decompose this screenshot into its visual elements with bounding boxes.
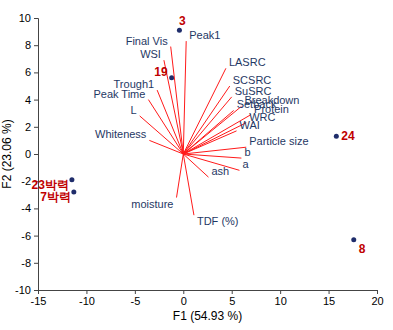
labels: 31924823박력7박력Final VisPeak1WSITrough1Pea… — [32, 14, 366, 255]
x-tick-label: 20 — [371, 295, 383, 307]
y-tick: 4 — [25, 94, 38, 106]
y-tick-mark — [34, 236, 38, 237]
y-tick-label: -8 — [21, 257, 31, 269]
y-tick-mark — [34, 290, 38, 291]
vector-label: Whiteness — [95, 128, 147, 140]
y-tick-label: -6 — [21, 230, 31, 242]
plot-area — [69, 28, 356, 242]
y-tick-mark — [34, 100, 38, 101]
vector-label: Final Vis — [126, 35, 168, 47]
vector-label: L — [131, 104, 137, 116]
vector-label: Protein — [254, 103, 289, 115]
x-tick-label: 10 — [275, 295, 287, 307]
vector-label: Peak1 — [189, 29, 220, 41]
vector-label: Peak Time — [93, 88, 145, 100]
x-tick: 5 — [229, 290, 235, 307]
vector-label: moisture — [131, 198, 173, 210]
x-tick-mark — [377, 290, 378, 294]
loading-vector — [157, 90, 183, 154]
loading-vector — [149, 140, 183, 154]
x-tick-mark — [329, 290, 330, 294]
y-tick: -10 — [15, 284, 38, 296]
x-tick-mark — [280, 290, 281, 294]
x-tick-mark — [135, 290, 136, 294]
observation-point — [334, 134, 339, 139]
y-tick-label: 2 — [25, 121, 31, 133]
x-tick: -15 — [31, 290, 47, 307]
y-tick-mark — [34, 18, 38, 19]
loading-vector — [183, 41, 186, 154]
y-tick-mark — [34, 208, 38, 209]
y-tick-label: 8 — [25, 39, 31, 51]
vector-label: WSI — [140, 48, 161, 60]
x-tick-label: 0 — [181, 295, 187, 307]
vector-label: b — [244, 146, 250, 158]
observation-point — [71, 190, 76, 195]
x-tick-label: -5 — [130, 295, 140, 307]
chart: -15-10-505101520-10-8-6-4-20246810F1 (54… — [0, 0, 393, 330]
x-tick-label: -15 — [31, 295, 47, 307]
loading-vector — [183, 106, 241, 154]
loading-vector — [183, 86, 229, 154]
observation-point — [351, 237, 356, 242]
x-tick: -5 — [130, 290, 140, 307]
y-tick: 8 — [25, 39, 38, 51]
y-tick: -4 — [21, 202, 38, 214]
x-axis: -15 -10 -5 0 5 10 15 20 — [31, 290, 384, 307]
y-tick-mark — [34, 45, 38, 46]
y-tick: 10 — [19, 12, 38, 24]
y-tick-mark — [34, 72, 38, 73]
y-tick-mark — [34, 154, 38, 155]
y-tick-label: 4 — [25, 94, 31, 106]
loading-vector — [183, 154, 241, 158]
vector-label: a — [242, 158, 249, 170]
x-tick-label: 5 — [229, 295, 235, 307]
observation-point — [169, 75, 174, 80]
x-tick: 20 — [371, 290, 383, 307]
observation-point — [69, 177, 74, 182]
point-label: 8 — [359, 242, 366, 256]
loading-vector — [177, 154, 184, 198]
y-tick-label: -4 — [21, 202, 31, 214]
point-label: 7박력 — [40, 190, 71, 204]
y-axis-line — [34, 19, 39, 291]
x-tick-label: -10 — [79, 295, 95, 307]
point-label: 3 — [179, 14, 186, 28]
y-tick-label: 6 — [25, 66, 31, 78]
y-tick: 2 — [25, 121, 38, 133]
x-axis-line — [39, 291, 378, 295]
y-tick: 6 — [25, 66, 38, 78]
y-tick-label: -10 — [15, 284, 31, 296]
vector-label: SCSRC — [233, 74, 272, 86]
y-axis: -10 -8 -6 -4 -2 0 2 4 6 8 10 — [15, 12, 38, 296]
x-axis-title: F1 (54.93 %) — [173, 309, 242, 323]
loading-vector — [183, 154, 194, 215]
x-tick-mark — [232, 290, 233, 294]
x-tick: 0 — [181, 290, 187, 307]
y-axis-title: F2 (23.06 %) — [0, 119, 14, 188]
point-label: 24 — [341, 129, 355, 143]
y-tick: -6 — [21, 230, 38, 242]
x-tick-mark — [183, 290, 184, 294]
y-tick: 0 — [25, 148, 38, 160]
observation-point — [177, 28, 182, 33]
x-tick-mark — [86, 290, 87, 294]
y-tick-label: -2 — [21, 175, 31, 187]
y-tick: -8 — [21, 257, 38, 269]
vector-label: LASRC — [229, 56, 266, 68]
point-label: 19 — [154, 65, 168, 79]
x-tick: 15 — [323, 290, 335, 307]
x-tick: -10 — [79, 290, 95, 307]
y-tick-mark — [34, 263, 38, 264]
y-tick-mark — [34, 127, 38, 128]
vector-label: TDF (%) — [197, 215, 239, 227]
y-tick-label: 0 — [25, 148, 31, 160]
x-tick: 10 — [275, 290, 287, 307]
loading-vector — [148, 100, 183, 154]
vector-label: ash — [211, 165, 229, 177]
y-tick-label: 10 — [19, 12, 31, 24]
x-tick-label: 15 — [323, 295, 335, 307]
vector-label: Particle size — [249, 135, 308, 147]
